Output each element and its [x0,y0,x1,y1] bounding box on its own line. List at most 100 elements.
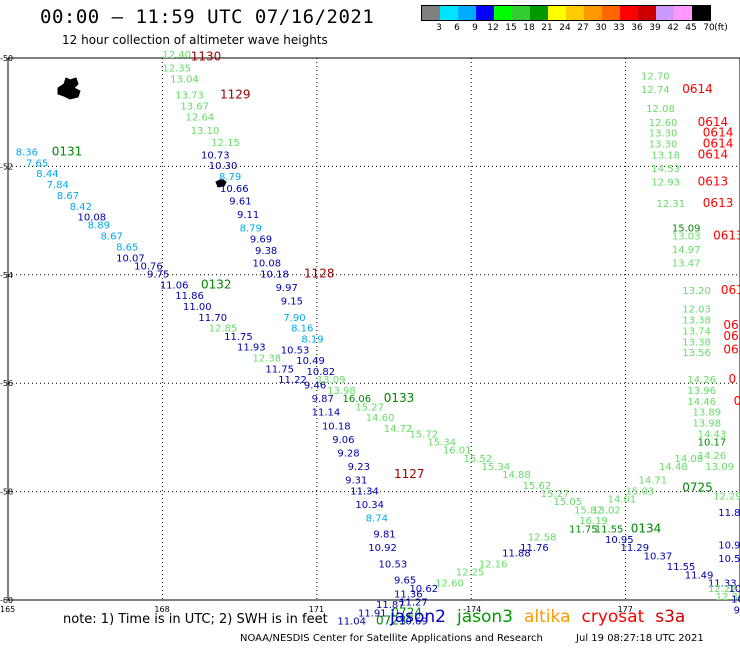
wave-height-label: 9.38 [255,246,277,257]
wave-height-label: 13.10 [191,126,220,137]
wave-height-label: 14.72 [384,424,413,435]
pass-time-label: 06 [723,342,738,356]
pass-time-label: 0131 [52,145,83,159]
wave-height-label: 8.74 [366,513,388,524]
wave-height-label: 9.28 [337,448,359,459]
legend-tick-label: 12 [487,23,499,33]
wave-height-label: 10.53 [281,345,310,356]
pass-time-label: 0614 [682,82,713,96]
wave-height-label: 11.49 [685,570,714,581]
legend-tick-label: 45 [685,23,697,33]
wave-height-label: 7.65 [26,158,48,169]
wave-height-label: 13.98 [327,386,356,397]
wave-height-label: 9.75 [147,270,169,281]
legend-swatch [566,6,584,20]
legend-swatch [476,6,494,20]
wave-height-label: 14.53 [651,164,680,175]
pass-time-label: 06 [723,318,738,332]
wave-height-label: 15.62 [523,481,552,492]
wave-height-label: 12.74 [641,85,670,96]
wave-height-label: 12.35 [716,592,740,603]
legend-tick-label: 18 [523,23,535,33]
wave-height-label: 12.22 [708,584,737,595]
legend-tick-label: 30 [595,23,607,33]
wave-height-label: 10.18 [260,270,289,281]
wave-height-label: 12.29 [713,492,740,503]
wave-height-label: 13.02 [592,505,621,516]
legend-tick-label: 24 [559,23,571,33]
wave-height-label: 11.34 [350,486,379,497]
legend-swatch [458,6,476,20]
wave-height-label: 16.19 [579,516,608,527]
wave-height-label: 10.9 [718,541,740,552]
satellite-altika-label: altika [524,607,571,627]
wave-height-label: 9.31 [345,475,367,486]
wave-height-label: 10.49 [296,356,325,367]
wave-height-label: 7.90 [283,313,305,324]
wave-height-label: 15.05 [554,497,583,508]
wave-height-label: 11.76 [520,543,549,554]
wave-height-label: 10.08 [77,213,106,224]
wave-height-label: 11.06 [160,280,189,291]
wave-height-label: 14.60 [366,413,395,424]
wave-height-label: 12.64 [186,112,215,123]
wave-height-label: 9.87 [312,394,334,405]
legend-swatch [530,6,548,20]
wave-height-label: 12.70 [641,72,670,83]
wave-height-label: 10 [731,595,740,606]
wave-height-label: 9.97 [276,283,298,294]
wave-height-label: 13.74 [682,326,711,337]
wave-height-label: 10.69 [399,616,428,627]
wave-height-label: 11.55 [595,524,624,535]
wave-height-label: 10.5 [718,554,740,565]
legend-swatch [494,6,512,20]
wave-height-label: 10.53 [379,559,408,570]
wave-height-label: 14.01 [608,494,637,505]
wave-height-label: 12.16 [479,559,508,570]
legend-swatch [602,6,620,20]
legend-tick-label: 9 [472,23,478,33]
color-legend: 3 6 9 12 15 18 21 24 27 30 33 36 39 42 45 70 (ft) [421,5,728,35]
wave-height-label: 9.61 [229,196,251,207]
wave-height-label: 13.18 [651,150,680,161]
legend-swatch [422,6,440,20]
wave-height-label: 11.36 [394,589,423,600]
map-frame [7,57,740,601]
legend-tick-label: 36 [631,23,643,33]
wave-height-label: 9.11 [237,210,259,221]
wave-height-label: 11.00 [183,302,212,313]
wave-height-label: 15.52 [463,454,492,465]
wave-height-label: 11.89 [718,508,740,519]
wave-height-label: 11.04 [337,616,366,627]
latitude-label: -50 [0,54,13,63]
wave-height-label: 10.76 [134,261,163,272]
wave-height-label: 10.95 [605,535,634,546]
wave-height-label: 8.67 [57,191,79,202]
wave-height-label: 11.75 [569,524,598,535]
pass-time-label: 0 [729,372,737,386]
legend-swatch [440,6,458,20]
wave-height-label: 9.06 [332,435,354,446]
longitude-label: -174 [463,605,481,614]
wave-height-label: 12.40 [162,50,191,61]
wave-height-label: 9.81 [373,530,395,541]
wave-height-label: 10.66 [220,184,249,195]
wave-height-label: 11.91 [358,608,387,619]
wave-height-label: 12.15 [211,138,240,149]
wave-height-label: 9.69 [250,234,272,245]
credits-footer: NOAA/NESDIS Center for Satellite Applica… [240,633,734,644]
wave-height-label: 14.08 [674,454,703,465]
wave-height-label: 16.01 [443,446,472,457]
wave-height-label: 11.75 [224,332,253,343]
wave-height-label: 12.03 [682,305,711,316]
latitude-label: -52 [0,162,13,171]
wave-height-label: 10.37 [644,551,673,562]
wave-height-label: 15.27 [541,489,570,500]
pass-time-label: 0723 [376,613,407,627]
wave-height-label: 10.62 [409,584,438,595]
pass-time-label: 0724 [391,605,422,619]
generated-timestamp: Jul 19 08:27:18 UTC 2021 [576,633,704,644]
legend-swatch [674,6,692,20]
legend-swatch [638,6,656,20]
